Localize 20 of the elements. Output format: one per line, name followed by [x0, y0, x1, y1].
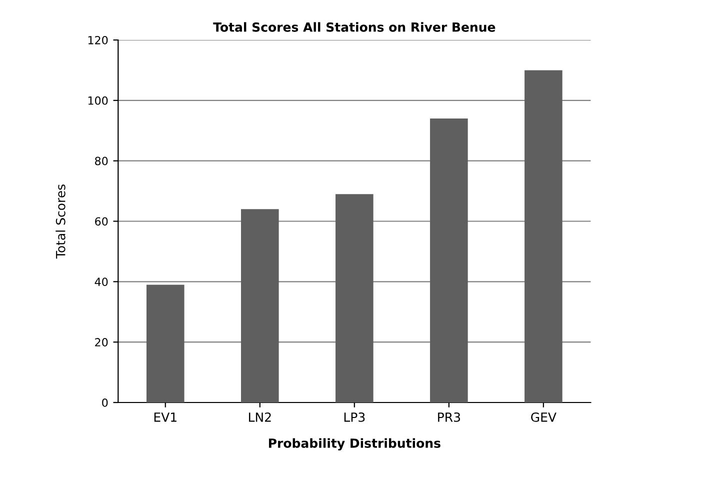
y-tick-label: 20 [95, 338, 108, 346]
y-tick-label: 120 [88, 36, 108, 44]
bar [146, 284, 184, 402]
chart-title: Total Scores All Stations on River Benue [213, 22, 496, 32]
x-tick-label: EV1 [154, 412, 176, 422]
x-tick-label: PR3 [438, 412, 460, 422]
x-tick-label: LP3 [344, 412, 365, 422]
x-axis-title: Probability Distributions [269, 438, 440, 450]
y-tick-label: 0 [102, 398, 108, 407]
bar [336, 194, 374, 402]
y-tick-label: 60 [95, 217, 108, 226]
bar [241, 209, 279, 402]
y-tick-label: 100 [88, 96, 108, 105]
x-tick-label: LN2 [249, 412, 271, 422]
y-tick-label: 80 [95, 156, 108, 166]
x-tick-label: GEV [531, 412, 556, 422]
bar [430, 118, 468, 402]
bar [524, 70, 562, 402]
y-axis-title: Total Scores [56, 184, 66, 259]
y-tick-label: 40 [94, 278, 108, 286]
